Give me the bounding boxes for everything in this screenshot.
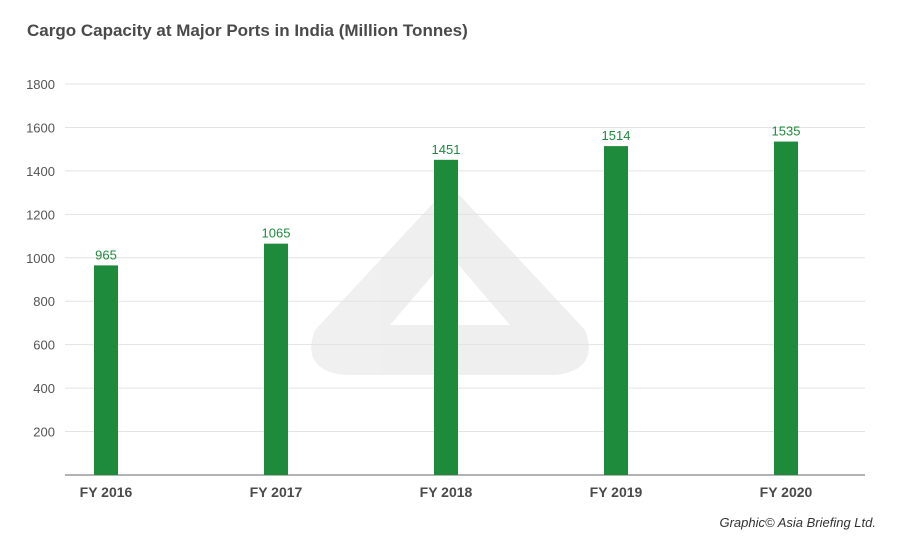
y-axis-ticks: 200 400 600 800 1000 1200 1400 1600 1800 (26, 77, 55, 440)
y-tick-label: 200 (33, 425, 55, 440)
x-category-label: FY 2018 (420, 484, 473, 500)
x-category-label: FY 2019 (590, 484, 643, 500)
y-tick-label: 1600 (26, 120, 55, 135)
data-label: 1514 (602, 128, 631, 143)
x-category-label: FY 2016 (80, 484, 133, 500)
bar (604, 146, 628, 475)
y-tick-label: 600 (33, 338, 55, 353)
x-category-label: FY 2020 (760, 484, 813, 500)
bar (264, 243, 288, 475)
y-tick-label: 800 (33, 294, 55, 309)
y-tick-label: 400 (33, 381, 55, 396)
graphic-credit: Graphic© Asia Briefing Ltd. (719, 515, 876, 530)
bar (434, 159, 458, 476)
data-label: 1065 (262, 226, 291, 241)
data-label: 1535 (772, 124, 801, 139)
bar (94, 265, 118, 475)
x-axis-categories: FY 2016 FY 2017 FY 2018 FY 2019 FY 2020 (80, 484, 813, 500)
y-tick-label: 1400 (26, 164, 55, 179)
bars (94, 141, 798, 476)
y-tick-label: 1000 (26, 251, 55, 266)
bar (774, 141, 798, 475)
data-labels: 965 1065 1451 1514 1535 (95, 124, 800, 263)
y-tick-label: 1800 (26, 77, 55, 92)
gridlines (65, 83, 865, 433)
data-label: 965 (95, 247, 117, 262)
x-category-label: FY 2017 (250, 484, 303, 500)
chart-title: Cargo Capacity at Major Ports in India (… (27, 21, 468, 40)
y-tick-label: 1200 (26, 207, 55, 222)
data-label: 1451 (432, 142, 461, 157)
